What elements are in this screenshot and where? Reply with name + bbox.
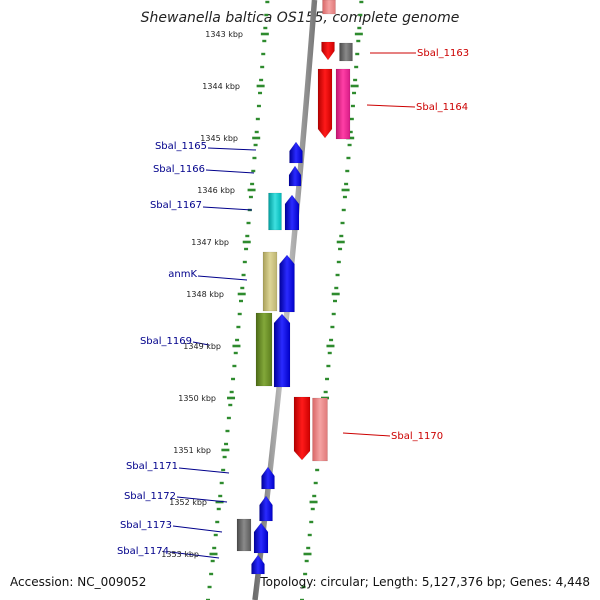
scale-label: 1352 kbp (169, 498, 207, 507)
accession-text: Accession: NC_009052 (10, 575, 147, 589)
gene-feature (322, 0, 336, 15)
gene-leader-line (342, 432, 391, 437)
gene-leader-line (197, 275, 248, 281)
gene-feature (253, 522, 269, 554)
gene-feature (236, 518, 252, 552)
gene-leader-line (192, 341, 210, 346)
gene-feature (259, 495, 273, 522)
gene-feature (262, 251, 278, 312)
gene-leader-line (178, 467, 230, 474)
gene-label[interactable]: Sbal_1169 (140, 336, 192, 347)
scale-label: 1344 kbp (202, 82, 240, 91)
gene-features (236, 0, 353, 575)
gene-feature (261, 466, 275, 490)
gene-label[interactable]: Sbal_1166 (153, 164, 205, 175)
scale-label: 1351 kbp (173, 446, 211, 455)
scale-labels: 1343 kbp 1344 kbp 1345 kbp 1346 kbp 1347 kbp… (161, 30, 243, 559)
gene-leader-line (169, 551, 220, 559)
scale-label: 1346 kbp (197, 186, 235, 195)
map-title: Shewanella baltica OS155, complete genom… (140, 10, 460, 26)
genome-summary-text: Topology: circular; Length: 5,127,376 bp… (260, 575, 590, 589)
gene-feature (317, 68, 333, 139)
gene-feature (293, 396, 311, 461)
scale-label: 1345 kbp (200, 134, 238, 143)
gene-feature (288, 165, 302, 187)
gene-feature (284, 194, 300, 231)
scale-label: 1353 kbp (161, 550, 199, 559)
scale-label: 1347 kbp (191, 238, 229, 247)
scale-label: 1348 kbp (186, 290, 224, 299)
gene-feature (321, 41, 335, 61)
gene-feature (273, 313, 291, 388)
gene-label[interactable]: Sbal_1172 (124, 491, 176, 502)
gene-label[interactable]: Sbal_1170 (391, 431, 443, 442)
gene-label[interactable]: Sbal_1164 (416, 102, 468, 113)
gene-leader-line (207, 147, 257, 151)
scale-label: 1343 kbp (205, 30, 243, 39)
gene-label[interactable]: Sbal_1171 (126, 461, 178, 472)
gene-feature (289, 141, 303, 164)
gene-label[interactable]: Sbal_1165 (155, 141, 207, 152)
gene-feature (268, 192, 282, 231)
gene-leader-line (176, 496, 228, 503)
label-leaders (169, 52, 416, 559)
gene-leader-line (366, 104, 416, 108)
gene-leader-line (172, 525, 223, 533)
gene-label[interactable]: Sbal_1167 (150, 200, 202, 211)
scale-label: 1350 kbp (178, 394, 216, 403)
gene-feature (251, 554, 265, 575)
gene-label[interactable]: anmK (168, 269, 197, 280)
gene-label[interactable]: Sbal_1163 (417, 48, 469, 59)
gene-label[interactable]: Sbal_1173 (120, 520, 172, 531)
scale-label: 1349 kbp (183, 342, 221, 351)
gene-feature (339, 42, 353, 62)
gene-labels: Sbal_1163 Sbal_1164 Sbal_1165 Sbal_1166 Sbal… (117, 48, 469, 557)
gene-leader-line (202, 206, 253, 211)
gene-feature (312, 397, 328, 462)
gene-label[interactable]: Sbal_1174 (117, 546, 169, 557)
gene-leader-line (205, 169, 255, 174)
gene-feature (255, 312, 273, 387)
gene-feature (335, 68, 351, 140)
gene-feature (279, 254, 295, 313)
